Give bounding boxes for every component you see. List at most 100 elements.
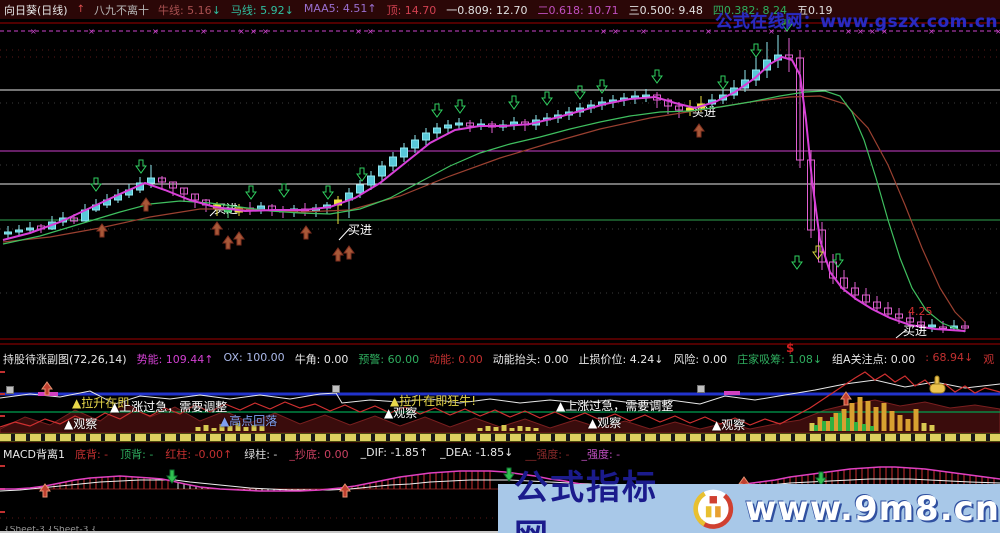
chart-annotation: ▲观察: [384, 406, 418, 420]
dollar-mark: $: [786, 341, 795, 355]
pane2-green-bar: [830, 417, 834, 431]
sell-warning-arrow: [832, 253, 844, 268]
chart-annotation: ▲拉升在即狂牛!: [390, 394, 477, 408]
candle-body: [433, 127, 441, 134]
pane2-yellow-bar: [227, 426, 233, 431]
pane2-yellow-bar: [219, 424, 225, 431]
macd-field: 红柱: -0.00↑: [165, 447, 233, 461]
chart-annotation: ▲高点回落: [220, 414, 278, 428]
pane2-header: 持股待涨副图(72,26,14) 势能: 109.44↑ OX: 100.00 牛角…: [0, 350, 1000, 367]
sell-warning-arrow: [278, 183, 290, 198]
trend-arrow-icon: ↓: [812, 352, 823, 366]
buy-signal-label: 买进: [903, 324, 928, 338]
pane2-green-bar: [854, 422, 858, 431]
buy-arrow: [693, 123, 705, 138]
candle-body: [862, 294, 870, 303]
pane2-yellow-bar: [849, 403, 855, 431]
topbar-field: MAA5: 4.51↑: [303, 1, 377, 15]
pane2-yellow-bar: [259, 426, 265, 431]
candle-body: [763, 59, 771, 71]
pane2-yellow-bar: [809, 423, 815, 431]
sheet-tab-strip[interactable]: {Sheet-3 {Sheet-3 {: [4, 526, 97, 533]
candle-body: [642, 94, 650, 97]
slider-handle: [332, 385, 340, 393]
pane2-yellow-bar: [517, 426, 523, 431]
pane2-field: 势能: 109.44↑: [136, 352, 214, 366]
topbar-field: 马线: 5.92↓: [230, 3, 294, 17]
pane2-yellow-bar: [865, 401, 871, 431]
pane2-yellow-bar: [881, 403, 887, 431]
pane2-field: 风险: 0.00: [673, 352, 728, 366]
pane2-yellow-bar: [905, 419, 911, 431]
x-marker: ×: [88, 27, 95, 36]
macd-field: _抄底: 0.00: [289, 447, 349, 461]
pane2-yellow-bar: [251, 425, 257, 431]
ma-line-main: [2, 55, 966, 332]
pane2-yellow-bar: [913, 409, 919, 431]
pane2-yellow-bar: [921, 423, 927, 431]
pane2-field: 预警: 60.00: [358, 352, 420, 366]
sell-warning-arrow: [717, 75, 729, 90]
pane2-buy-arrow: [840, 391, 852, 406]
sell-warning-arrow: [791, 255, 803, 270]
pane2-green-bar: [822, 421, 826, 431]
chart-title: 向日葵(日线): [4, 3, 68, 17]
candle-body: [15, 229, 23, 233]
trend-arrow-icon: ↑: [418, 445, 429, 459]
candle-body: [686, 107, 694, 111]
pane2-yellow-bar: [211, 428, 217, 431]
pane2-yellow-bar: [243, 427, 249, 431]
price-label: 4.25: [908, 305, 933, 318]
macd-sell-arrow: [503, 467, 515, 482]
trend-arrow-icon: ↑: [204, 352, 214, 366]
sell-warning-arrow: [454, 99, 466, 114]
macd-buy-arrow: [339, 483, 351, 498]
candle-body: [928, 324, 936, 328]
x-marker: ×: [845, 27, 852, 36]
buy-signal-label: 买进: [348, 223, 373, 237]
pane2-field: 动能抬头: 0.00: [492, 352, 569, 366]
pane2-signal-ribbon: [0, 433, 1000, 442]
buy-arrow: [96, 223, 108, 238]
bottom-scroll-strip[interactable]: [0, 531, 498, 533]
pane2-yellow-bar: [897, 415, 903, 431]
pane2-mountain-fill: [0, 399, 1000, 434]
candle-body: [411, 139, 419, 149]
hand-pointer-icon: [929, 383, 946, 394]
up-arrow-icon: ↑: [76, 4, 85, 15]
chart-subtitle: 八九不离十: [93, 3, 149, 17]
site-banner-watermark: 公式指标网 www.9m8.cn: [498, 468, 1000, 533]
x-marker: ×: [612, 27, 619, 36]
topbar-field: 牛线: 5.16↓: [157, 3, 221, 17]
pane2-yellow-bar: [833, 413, 839, 431]
site-watermark-top: 公式在线网：www.gszx.com.cn: [715, 12, 998, 32]
sell-warning-arrow: [750, 43, 762, 58]
candle-body: [906, 317, 914, 323]
banner-logo-icon: [693, 488, 734, 529]
candle-body: [191, 193, 199, 201]
pane2-field: 观: [983, 352, 995, 366]
candle-body: [873, 301, 881, 309]
ma-line-fast: [2, 90, 966, 333]
buy-arrow: [140, 197, 152, 212]
sell-warning-arrow: [356, 167, 368, 182]
topbar-field: 顶: 14.70: [386, 3, 437, 17]
candle-body: [378, 165, 386, 177]
candle-body: [389, 156, 397, 167]
candle-body: [796, 57, 804, 161]
pane2-field: 组A关注点: 0.00: [832, 352, 916, 366]
pane2-yellow-bar: [857, 397, 863, 431]
label-pointer-line: [338, 227, 351, 241]
pane2-red-line: [0, 371, 1000, 428]
candle-body: [466, 122, 474, 127]
macd-dif-line: [0, 466, 1000, 492]
macd-header: MACD背离1 底背: - 顶背: - 红柱: -0.00↑ 绿柱: - _抄底: 0.…: [0, 445, 1000, 462]
pane2-yellow-bar: [501, 425, 507, 431]
x-marker: ×: [869, 27, 876, 36]
macd-values: 底背: - 顶背: - 红柱: -0.00↑ 绿柱: - _抄底: 0.00 _DIF: …: [75, 446, 620, 462]
macd-field: 绿柱: -: [244, 447, 278, 461]
x-marker: ×: [238, 27, 245, 36]
buy-arrow: [343, 245, 355, 260]
candle-body: [785, 54, 793, 59]
